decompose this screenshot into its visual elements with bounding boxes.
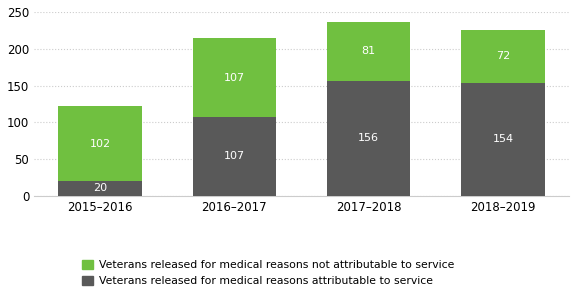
- Text: 156: 156: [358, 133, 379, 143]
- Text: 72: 72: [496, 51, 510, 61]
- Text: 107: 107: [224, 73, 245, 83]
- Text: 107: 107: [224, 151, 245, 162]
- Bar: [461, 83, 545, 196]
- Bar: [193, 38, 276, 117]
- Bar: [327, 81, 410, 196]
- Bar: [58, 106, 142, 181]
- Bar: [193, 117, 276, 196]
- Legend: Veterans released for medical reasons not attributable to service, Veterans rele: Veterans released for medical reasons no…: [82, 260, 454, 286]
- Bar: [327, 22, 410, 81]
- Text: 81: 81: [362, 46, 376, 56]
- Text: 154: 154: [492, 134, 514, 144]
- Text: 102: 102: [89, 139, 111, 149]
- Text: 20: 20: [93, 183, 107, 194]
- Bar: [461, 30, 545, 83]
- Bar: [58, 181, 142, 196]
